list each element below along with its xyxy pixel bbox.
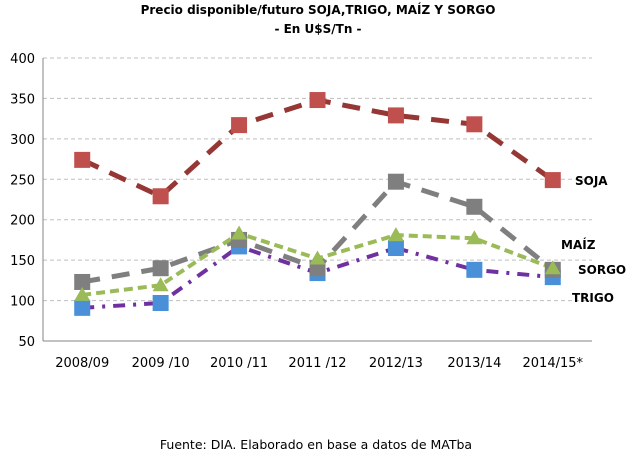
y-tick-label: 100 <box>10 295 35 310</box>
data-point-sorgo <box>466 230 483 245</box>
chart-subtitle: - En U$S/Tn - <box>274 22 361 36</box>
chart-source: Fuente: DIA. Elaborado en base a datos d… <box>160 437 472 452</box>
data-point-soja <box>309 92 326 109</box>
x-tick-label: 2014/15* <box>523 356 584 371</box>
y-tick-label: 350 <box>10 92 35 107</box>
data-point-trigo <box>74 299 91 316</box>
data-point-sorgo <box>152 277 169 292</box>
series-label-soja: SOJA <box>575 174 608 188</box>
x-tick-label: 2012/13 <box>369 356 423 371</box>
data-point-sorgo <box>544 260 561 275</box>
x-tick-label: 2013/14 <box>447 356 501 371</box>
series-label-sorgo: SORGO <box>578 263 626 277</box>
series-label-trigo: TRIGO <box>572 291 614 305</box>
data-point-maíz <box>74 273 91 290</box>
y-tick-label: 300 <box>10 133 35 148</box>
data-point-soja <box>231 117 248 134</box>
data-point-maíz <box>466 198 483 215</box>
series-line-soja <box>81 97 555 200</box>
y-tick-label: 50 <box>18 335 35 350</box>
data-point-sorgo <box>231 225 248 240</box>
data-point-soja <box>466 116 483 133</box>
chart-title: Precio disponible/futuro SOJA,TRIGO, MAÍ… <box>141 2 496 17</box>
x-tick-label: 2008/09 <box>55 356 109 371</box>
series-label-maíz: MAÍZ <box>561 237 596 252</box>
data-point-sorgo <box>387 227 404 242</box>
data-point-maíz <box>387 173 404 190</box>
data-point-sorgo <box>74 286 91 301</box>
x-tick-label: 2009 /10 <box>132 356 190 371</box>
data-point-soja <box>387 107 404 124</box>
x-tick-label: 2011 /12 <box>288 356 346 371</box>
data-point-trigo <box>387 240 404 257</box>
data-point-maíz <box>152 260 169 277</box>
y-tick-label: 250 <box>10 173 35 188</box>
data-point-trigo <box>466 261 483 278</box>
y-tick-label: 400 <box>10 52 35 67</box>
data-point-soja <box>544 172 561 189</box>
y-tick-label: 200 <box>10 214 35 229</box>
data-point-trigo <box>152 294 169 311</box>
x-tick-label: 2010 /11 <box>210 356 268 371</box>
data-point-soja <box>152 188 169 205</box>
data-point-sorgo <box>309 250 326 265</box>
data-point-soja <box>74 151 91 168</box>
y-tick-label: 150 <box>10 254 35 269</box>
